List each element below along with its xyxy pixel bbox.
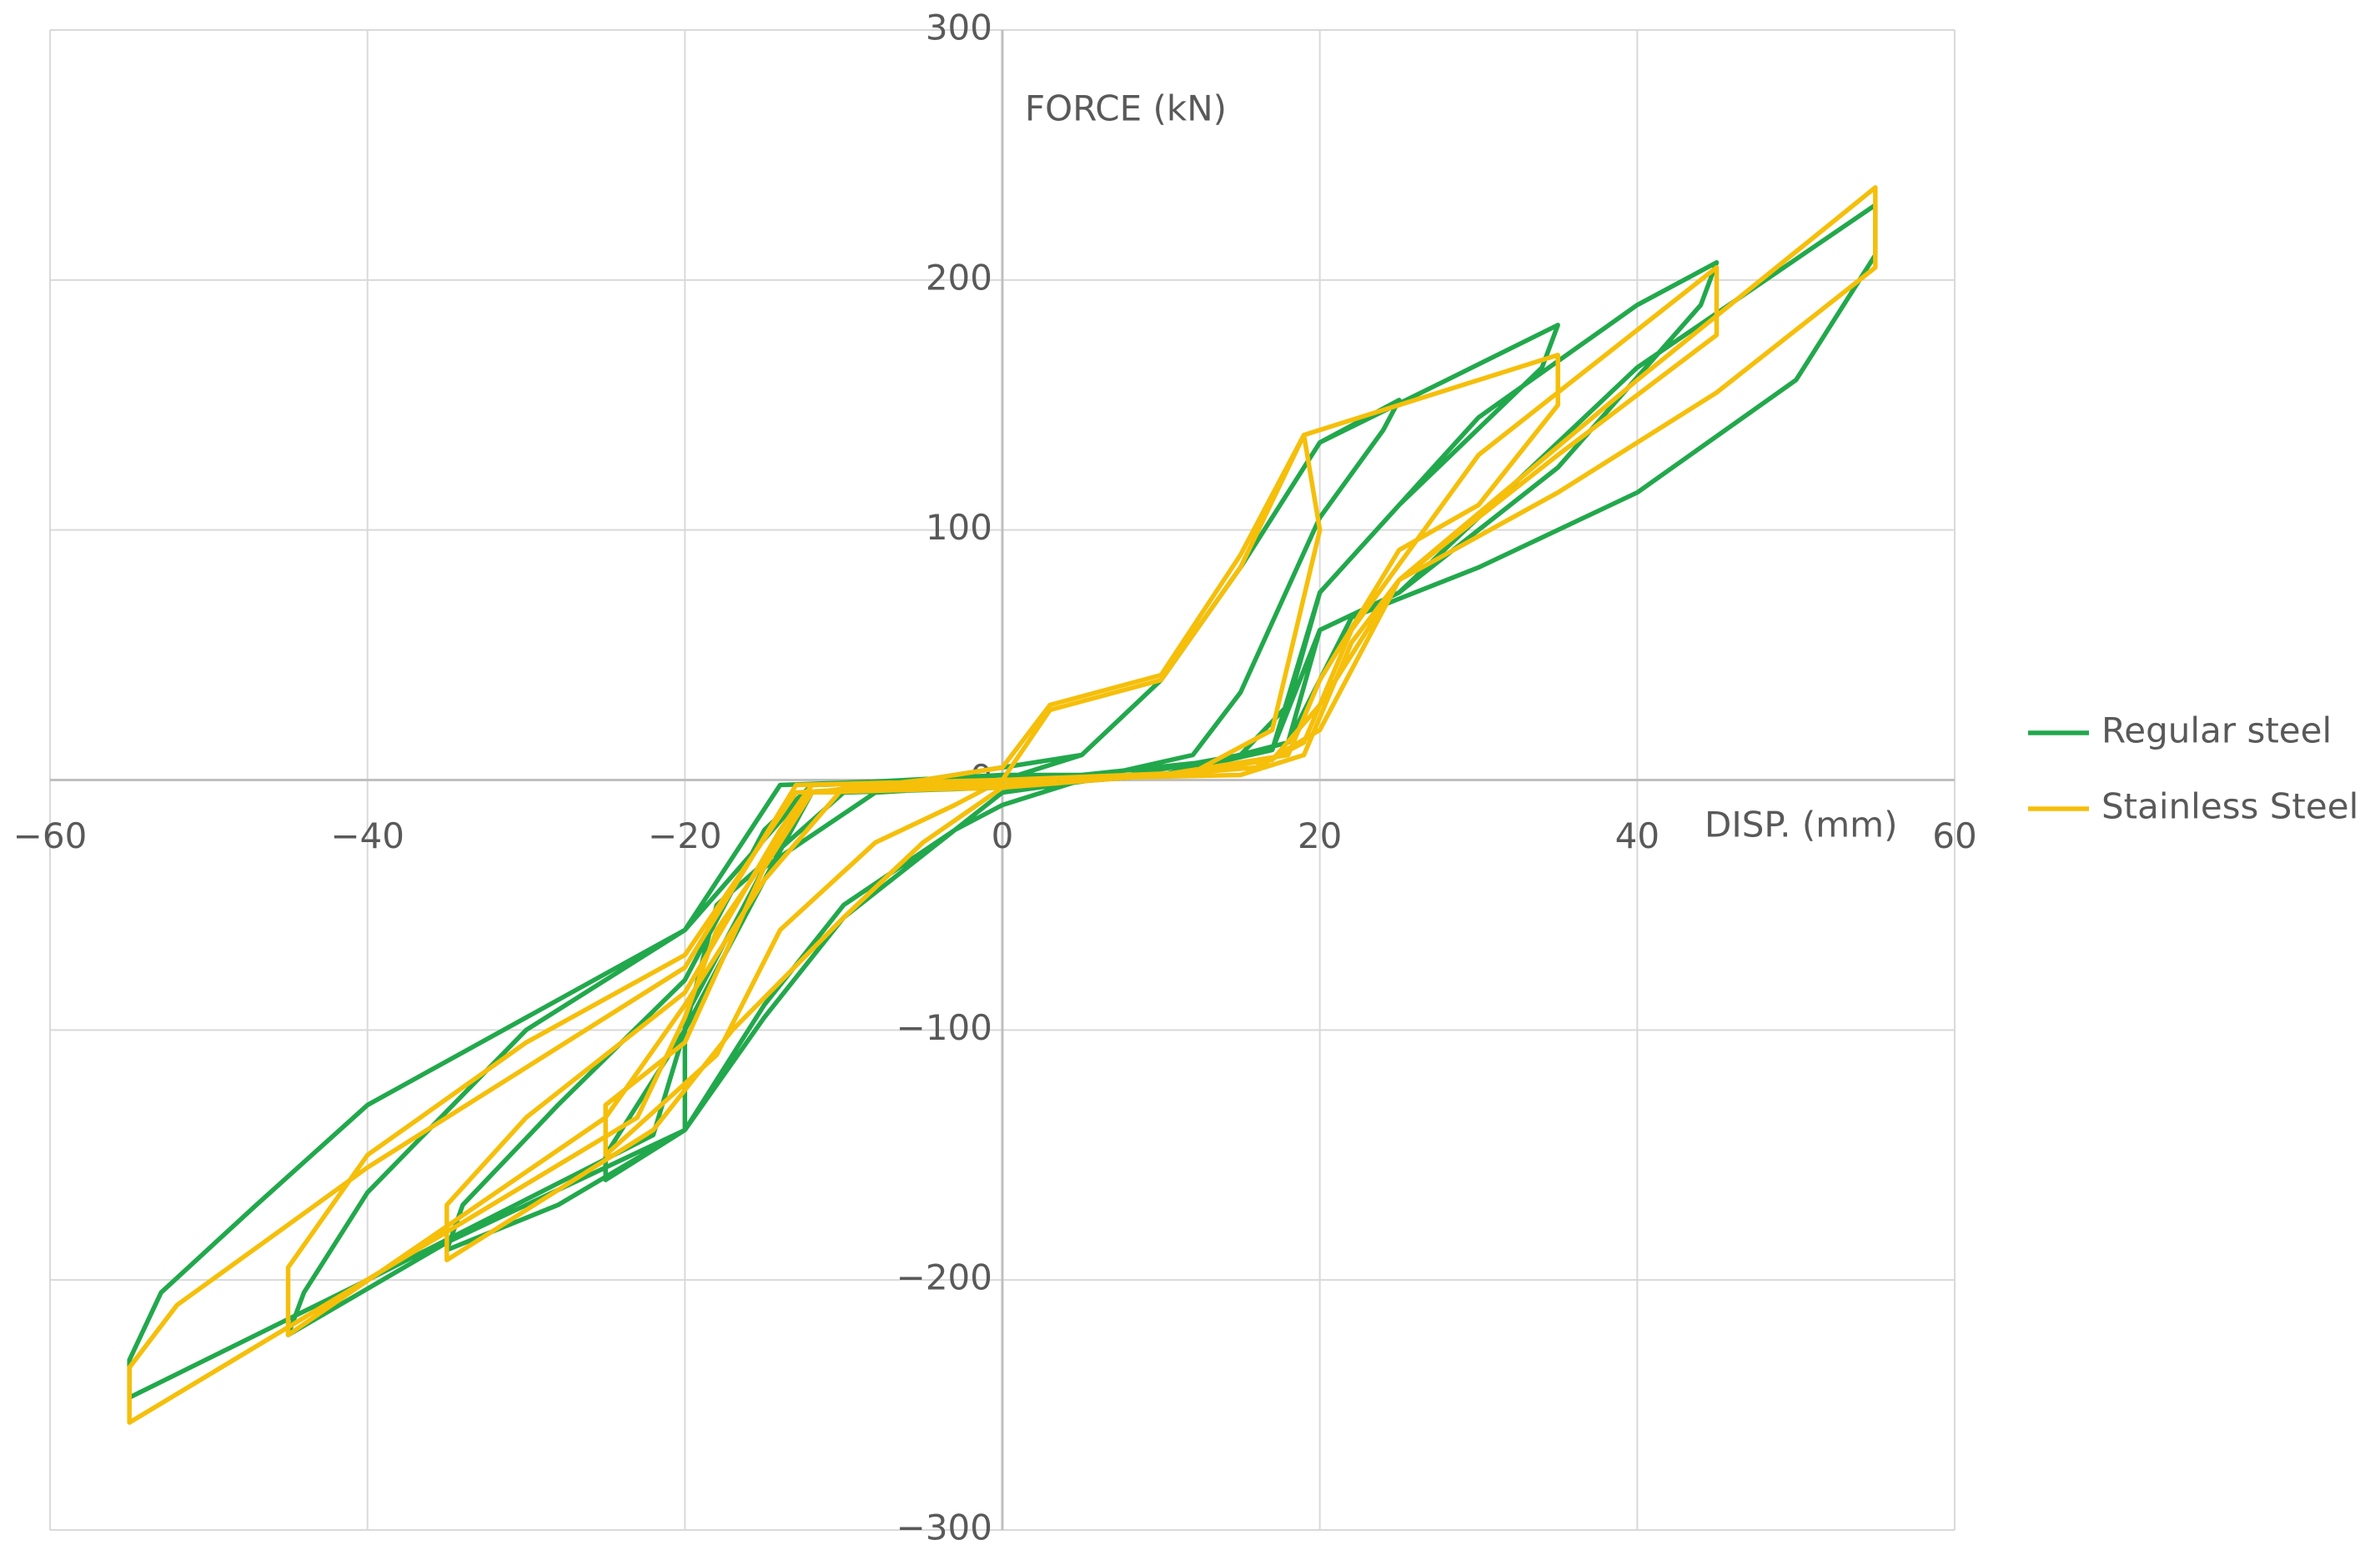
y-axis-title: FORCE (kN) bbox=[1025, 88, 1227, 129]
x-tick-label: −20 bbox=[648, 815, 722, 856]
y-tick-label: −300 bbox=[896, 1507, 992, 1548]
x-tick-label: 20 bbox=[1298, 815, 1342, 856]
x-tick-label: 60 bbox=[1932, 815, 1976, 856]
x-tick-label: −40 bbox=[330, 815, 404, 856]
x-tick-label: 0 bbox=[992, 815, 1014, 856]
y-tick-label: −200 bbox=[896, 1257, 992, 1298]
y-tick-label: 300 bbox=[926, 8, 992, 48]
legend-label: Stainless Steel bbox=[2101, 786, 2358, 827]
x-tick-label: 40 bbox=[1615, 815, 1659, 856]
legend-label: Regular steel bbox=[2101, 710, 2332, 751]
x-tick-label: −60 bbox=[13, 815, 88, 856]
y-tick-label: −100 bbox=[896, 1007, 992, 1048]
x-axis-title: DISP. (mm) bbox=[1705, 805, 1897, 845]
y-tick-label: 100 bbox=[926, 507, 992, 548]
y-tick-label: 200 bbox=[926, 257, 992, 298]
series-line bbox=[127, 185, 1878, 1425]
